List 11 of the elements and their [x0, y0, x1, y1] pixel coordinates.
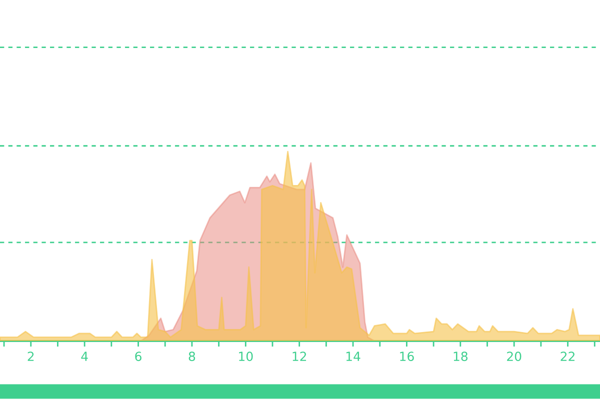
x-tick-label: 4	[81, 352, 88, 361]
x-tick-label: 2	[28, 352, 34, 361]
x-tick-label: 12	[292, 352, 306, 361]
x-tick-label: 16	[400, 352, 414, 362]
x-tick-label: 10	[239, 352, 253, 362]
x-tick-label: 8	[188, 352, 196, 362]
x-tick-label: 6	[135, 352, 142, 362]
x-tick-label: 20	[507, 352, 522, 362]
x-tick-label: 18	[454, 352, 468, 362]
x-tick-label: 22	[560, 352, 574, 361]
x-tick-label: 14	[346, 352, 360, 361]
